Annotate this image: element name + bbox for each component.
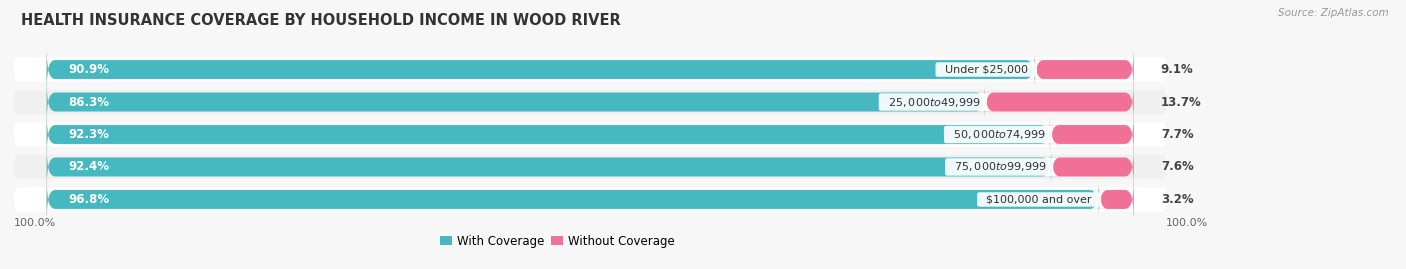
FancyBboxPatch shape [46, 183, 1099, 216]
Text: 13.7%: 13.7% [1161, 95, 1202, 108]
FancyBboxPatch shape [46, 86, 984, 119]
Text: 7.6%: 7.6% [1161, 161, 1194, 174]
Text: Under $25,000: Under $25,000 [938, 65, 1035, 75]
FancyBboxPatch shape [14, 187, 1166, 211]
Text: 90.9%: 90.9% [69, 63, 110, 76]
Text: HEALTH INSURANCE COVERAGE BY HOUSEHOLD INCOME IN WOOD RIVER: HEALTH INSURANCE COVERAGE BY HOUSEHOLD I… [21, 13, 621, 29]
FancyBboxPatch shape [46, 53, 1133, 86]
Text: 9.1%: 9.1% [1161, 63, 1194, 76]
FancyBboxPatch shape [14, 90, 1166, 114]
Text: $100,000 and over: $100,000 and over [980, 194, 1099, 204]
FancyBboxPatch shape [984, 86, 1133, 119]
FancyBboxPatch shape [46, 86, 1133, 119]
Text: $50,000 to $74,999: $50,000 to $74,999 [946, 128, 1050, 141]
FancyBboxPatch shape [1099, 183, 1133, 216]
Text: 100.0%: 100.0% [1166, 218, 1209, 228]
FancyBboxPatch shape [1050, 118, 1133, 151]
Text: 3.2%: 3.2% [1161, 193, 1194, 206]
FancyBboxPatch shape [14, 122, 1166, 147]
Text: 92.4%: 92.4% [69, 161, 110, 174]
FancyBboxPatch shape [1035, 53, 1133, 86]
FancyBboxPatch shape [46, 118, 1133, 151]
FancyBboxPatch shape [46, 183, 1133, 216]
Text: 96.8%: 96.8% [69, 193, 110, 206]
FancyBboxPatch shape [14, 58, 1166, 82]
FancyBboxPatch shape [14, 155, 1166, 179]
FancyBboxPatch shape [46, 118, 1050, 151]
FancyBboxPatch shape [46, 150, 1052, 183]
Text: $75,000 to $99,999: $75,000 to $99,999 [948, 161, 1052, 174]
Text: Source: ZipAtlas.com: Source: ZipAtlas.com [1278, 8, 1389, 18]
Text: 7.7%: 7.7% [1161, 128, 1194, 141]
Legend: With Coverage, Without Coverage: With Coverage, Without Coverage [436, 230, 679, 253]
FancyBboxPatch shape [1052, 150, 1133, 183]
FancyBboxPatch shape [46, 150, 1133, 183]
Text: 92.3%: 92.3% [69, 128, 110, 141]
FancyBboxPatch shape [46, 53, 1035, 86]
Text: 86.3%: 86.3% [69, 95, 110, 108]
Text: $25,000 to $49,999: $25,000 to $49,999 [882, 95, 984, 108]
Text: 100.0%: 100.0% [14, 218, 56, 228]
